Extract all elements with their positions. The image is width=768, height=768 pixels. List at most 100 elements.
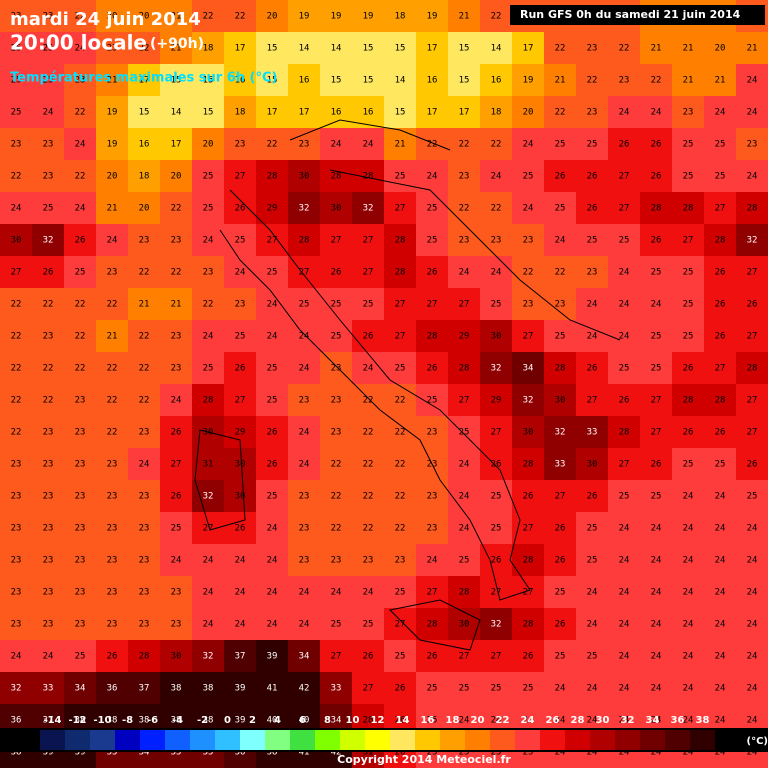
temperature-cell	[320, 384, 353, 417]
temperature-value: 24	[427, 172, 438, 182]
temperature-cell	[480, 352, 513, 385]
temperature-value: 27	[747, 396, 758, 406]
temperature-cell	[576, 480, 609, 513]
temperature-value: 25	[651, 364, 662, 374]
temperature-cell	[480, 32, 513, 65]
temperature-value: 24	[715, 620, 726, 630]
temperature-cell	[160, 64, 193, 97]
temperature-cell	[64, 32, 97, 65]
temperature-value: 24	[299, 332, 310, 342]
temperature-cell	[480, 192, 513, 225]
temperature-cell	[224, 480, 257, 513]
temperature-cell	[160, 544, 193, 577]
temperature-cell	[736, 160, 768, 193]
temperature-cell	[0, 32, 33, 65]
temperature-value: 36	[11, 716, 22, 726]
temperature-cell	[352, 448, 385, 481]
temperature-value: 24	[715, 492, 726, 502]
temperature-value: 24	[299, 460, 310, 470]
legend-swatch	[440, 730, 465, 750]
temperature-value: 28	[459, 364, 470, 374]
temperature-value: 24	[587, 332, 598, 342]
legend-swatch	[115, 730, 140, 750]
temperature-value: 25	[491, 300, 502, 310]
temperature-cell	[96, 192, 129, 225]
temperature-cell	[672, 672, 705, 705]
temperature-value: 27	[523, 588, 534, 598]
temperature-cell	[736, 64, 768, 97]
temperature-cell	[544, 96, 577, 129]
temperature-value: 39	[235, 684, 246, 694]
temperature-value: 25	[555, 588, 566, 598]
temperature-cell	[480, 512, 513, 545]
temperature-cell	[96, 96, 129, 129]
temperature-value: 23	[43, 140, 54, 150]
temperature-value: 24	[203, 556, 214, 566]
temperature-value: 20	[139, 12, 150, 22]
temperature-cell	[416, 320, 449, 353]
temperature-value: 17	[139, 76, 150, 86]
temperature-value: 18	[139, 172, 150, 182]
temperature-cell	[512, 256, 545, 289]
temperature-cell	[160, 96, 193, 129]
temperature-cell	[352, 576, 385, 609]
temperature-value: 35	[107, 748, 118, 758]
temperature-value: 24	[171, 556, 182, 566]
temperature-cell	[224, 576, 257, 609]
temperature-value: 24	[651, 588, 662, 598]
temperature-cell	[160, 320, 193, 353]
temperature-cell	[608, 512, 641, 545]
temperature-value: 24	[523, 716, 534, 726]
temperature-value: 25	[299, 300, 310, 310]
temperature-cell	[704, 544, 737, 577]
temperature-value: 24	[523, 140, 534, 150]
temperature-value: 24	[619, 300, 630, 310]
temperature-value: 25	[587, 556, 598, 566]
temperature-value: 26	[363, 652, 374, 662]
temperature-value: 24	[619, 620, 630, 630]
temperature-value: 26	[619, 140, 630, 150]
temperature-cell	[672, 160, 705, 193]
temperature-cell	[416, 352, 449, 385]
temperature-value: 22	[459, 140, 470, 150]
temperature-value: 22	[331, 460, 342, 470]
temperature-cell	[192, 224, 225, 257]
temperature-cell	[704, 288, 737, 321]
temperature-value: 27	[203, 524, 214, 534]
temperature-cell	[0, 256, 33, 289]
temperature-value: 24	[651, 716, 662, 726]
temperature-cell	[320, 64, 353, 97]
temperature-value: 17	[523, 44, 534, 54]
temperature-value: 22	[267, 140, 278, 150]
temperature-cell	[736, 96, 768, 129]
temperature-cell	[128, 544, 161, 577]
temperature-value: 29	[459, 332, 470, 342]
temperature-cell	[192, 320, 225, 353]
temperature-value: 42	[331, 748, 342, 758]
temperature-cell	[416, 608, 449, 641]
temperature-cell	[128, 512, 161, 545]
temperature-cell	[512, 576, 545, 609]
temperature-value: 19	[363, 12, 374, 22]
temperature-value: 16	[491, 76, 502, 86]
temperature-value: 22	[619, 44, 630, 54]
temperature-cell	[224, 320, 257, 353]
temperature-cell	[256, 32, 289, 65]
temperature-value: 23	[43, 172, 54, 182]
temperature-value: 24	[267, 524, 278, 534]
temperature-value: 20	[107, 12, 118, 22]
temperature-value: 27	[555, 492, 566, 502]
temperature-cell	[128, 96, 161, 129]
temperature-cell	[576, 288, 609, 321]
temperature-value: 26	[683, 428, 694, 438]
temperature-value: 24	[75, 204, 86, 214]
temperature-value: 22	[363, 460, 374, 470]
temperature-value: 27	[395, 204, 406, 214]
temperature-cell	[32, 256, 65, 289]
temperature-value: 22	[75, 332, 86, 342]
temperature-cell	[288, 576, 321, 609]
temperature-value: 24	[491, 268, 502, 278]
temperature-value: 24	[747, 556, 758, 566]
temperature-value: 25	[427, 716, 438, 726]
temperature-value: 24	[363, 364, 374, 374]
